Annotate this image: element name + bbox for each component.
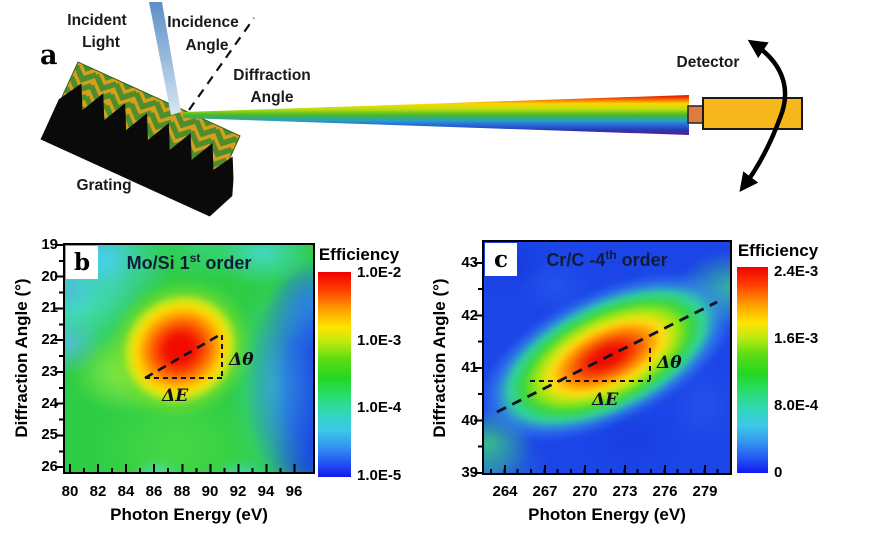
y-tick-label: 21 bbox=[41, 299, 58, 317]
panel-b-colorbar-labels: 1.0E-2 1.0E-3 1.0E-4 1.0E-5 bbox=[357, 264, 412, 485]
x-tick-label: 279 bbox=[692, 483, 718, 500]
panel-a-schematic: a Incident Light Incidence Angle Diffrac… bbox=[40, 2, 803, 217]
detector-body bbox=[702, 97, 803, 130]
y-tick-label: 26 bbox=[41, 457, 58, 475]
y-tick-label: 43 bbox=[461, 254, 478, 271]
panel-c-y-minor-ticks bbox=[478, 288, 482, 452]
panel-b-colorbar-title: Efficiency bbox=[318, 245, 400, 264]
panel-c-title: Cr/C -4th order bbox=[546, 248, 668, 270]
incidence-angle-label-line1: Incidence bbox=[167, 14, 239, 31]
x-tick-label: 88 bbox=[173, 483, 191, 500]
panel-c-heatmap: Δθ ΔE c Cr/C -4th order bbox=[482, 240, 732, 475]
panel-c-colorbar-title: Efficiency bbox=[737, 241, 819, 260]
y-tick-label: 20 bbox=[41, 267, 58, 285]
panel-c-x-tick-labels: 264 267 270 273 276 279 bbox=[490, 483, 720, 501]
y-tick-label: 24 bbox=[41, 394, 58, 412]
panel-c-colorbar bbox=[737, 267, 768, 473]
y-tick-label: 23 bbox=[41, 362, 58, 380]
x-tick-label: 273 bbox=[612, 483, 638, 500]
incident-light-label-line2: Light bbox=[82, 34, 120, 51]
x-tick-label: 90 bbox=[201, 483, 219, 500]
colorbar-tick-label: 0 bbox=[774, 464, 783, 481]
panel-b-heatmap: Δθ ΔE b Mo/Si 1st order bbox=[63, 243, 315, 474]
dispersion-dashed-line bbox=[144, 331, 224, 380]
grating-label: Grating bbox=[76, 177, 131, 194]
x-tick-label: 92 bbox=[229, 483, 247, 500]
diffraction-angle-label-line2: Angle bbox=[250, 89, 293, 106]
colorbar-tick-label: 1.6E-3 bbox=[774, 330, 819, 347]
panel-c-letter: c bbox=[485, 243, 517, 276]
panel-b-x-minor-ticks bbox=[83, 468, 283, 472]
incident-light-label-line1: Incident bbox=[67, 12, 126, 29]
grating bbox=[40, 61, 241, 217]
incident-beam bbox=[149, 2, 181, 115]
panel-b-x-axis-label: Photon Energy (eV) bbox=[110, 505, 268, 524]
panel-c-colorbar-labels: 2.4E-3 1.6E-3 8.0E-4 0 bbox=[774, 263, 829, 482]
diffraction-angle-label-line1: Diffraction bbox=[233, 67, 311, 84]
y-tick-label: 40 bbox=[461, 411, 478, 429]
panel-b-y-minor-ticks bbox=[59, 260, 63, 458]
y-tick-label: 19 bbox=[41, 236, 58, 253]
x-tick-label: 264 bbox=[492, 483, 518, 500]
detector-connector bbox=[687, 105, 704, 124]
panel-b-y-tick-labels: 19 20 21 22 23 24 25 26 bbox=[26, 236, 58, 476]
x-tick-label: 82 bbox=[89, 483, 107, 500]
colorbar-tick-label: 1.0E-3 bbox=[357, 331, 402, 349]
panel-c-y-tick-labels: 43 42 41 40 39 bbox=[444, 254, 478, 482]
delta-theta-label: Δθ bbox=[656, 353, 682, 373]
incidence-angle-label-line2: Angle bbox=[185, 37, 228, 54]
x-tick-label: 276 bbox=[652, 483, 678, 500]
detector-label: Detector bbox=[677, 54, 740, 71]
x-tick-label: 96 bbox=[285, 483, 303, 500]
delta-theta-label: Δθ bbox=[228, 350, 254, 370]
grating-substrate bbox=[40, 83, 234, 217]
detector-rotation-arrow bbox=[739, 39, 788, 193]
panel-a-letter: a bbox=[40, 40, 58, 71]
y-tick-label: 25 bbox=[41, 426, 58, 444]
panel-b-colorbar bbox=[318, 272, 351, 477]
y-tick-label: 41 bbox=[461, 359, 478, 376]
x-tick-label: 267 bbox=[532, 483, 558, 500]
panel-c-annotations: Δθ ΔE bbox=[496, 300, 718, 414]
dispersion-dashed-line bbox=[496, 300, 718, 414]
x-tick-label: 80 bbox=[61, 483, 79, 500]
panel-c-x-minor-ticks bbox=[490, 469, 720, 473]
panel-b-x-tick-labels: 80 82 84 86 88 90 92 94 96 bbox=[58, 483, 306, 501]
x-tick-label: 94 bbox=[257, 483, 275, 500]
colorbar-tick-label: 1.0E-4 bbox=[357, 399, 402, 417]
y-tick-label: 42 bbox=[461, 306, 478, 324]
panel-b-letter: b bbox=[66, 246, 98, 279]
x-tick-label: 270 bbox=[572, 483, 598, 500]
colorbar-tick-label: 2.4E-3 bbox=[774, 263, 819, 280]
y-tick-label: 22 bbox=[41, 331, 58, 349]
colorbar-tick-label: 8.0E-4 bbox=[774, 397, 819, 414]
delta-e-label: ΔE bbox=[161, 386, 189, 406]
diffracted-beam-fan bbox=[183, 95, 689, 135]
y-tick-label: 39 bbox=[461, 464, 478, 481]
delta-e-label: ΔE bbox=[591, 390, 619, 410]
panel-c-x-axis-label: Photon Energy (eV) bbox=[528, 505, 686, 524]
x-tick-label: 84 bbox=[117, 483, 135, 500]
colorbar-tick-label: 1.0E-2 bbox=[357, 264, 402, 281]
panel-b-annotations: Δθ ΔE bbox=[144, 331, 254, 406]
grating-normal-dashed-line bbox=[188, 17, 255, 111]
colorbar-tick-label: 1.0E-5 bbox=[357, 466, 402, 484]
x-tick-label: 86 bbox=[145, 483, 163, 500]
panel-b-title: Mo/Si 1st order bbox=[126, 251, 252, 273]
